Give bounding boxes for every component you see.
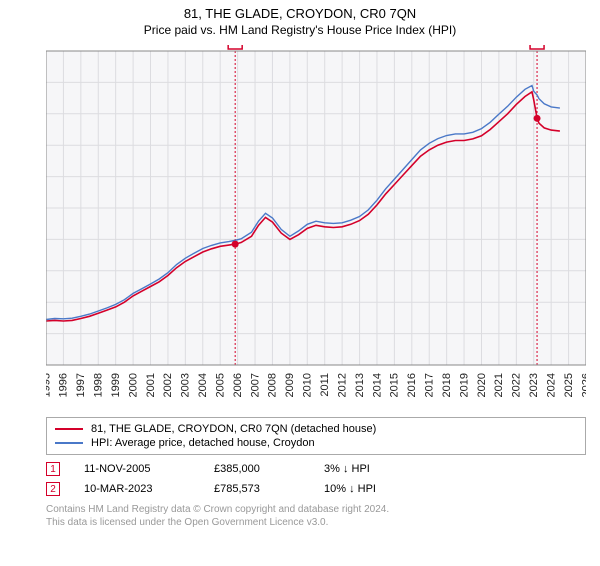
x-tick-label: 2024 [545,373,557,397]
line-chart: £0£100K£200K£300K£400K£500K£600K£700K£80… [46,45,586,415]
x-tick-label: 2017 [424,373,436,397]
x-tick-label: 2010 [302,373,314,397]
x-tick-label: 2018 [441,373,453,397]
sale-marker-icon: 2 [46,482,60,496]
legend-label: HPI: Average price, detached house, Croy… [91,437,315,449]
sale-marker-number: 1 [232,45,238,48]
sale-date: 10-MAR-2023 [84,483,214,495]
sale-diff: 3% ↓ HPI [324,463,444,475]
sale-diff: 10% ↓ HPI [324,483,444,495]
x-tick-label: 2019 [458,373,470,397]
sale-point [534,115,541,122]
x-tick-label: 2006 [232,373,244,397]
chart-title: 81, THE GLADE, CROYDON, CR0 7QN [0,6,600,21]
x-tick-label: 1996 [58,373,70,397]
legend: 81, THE GLADE, CROYDON, CR0 7QN (detache… [46,417,586,455]
x-tick-label: 2009 [284,373,296,397]
legend-label: 81, THE GLADE, CROYDON, CR0 7QN (detache… [91,423,376,435]
x-tick-label: 2023 [528,373,540,397]
x-tick-label: 2016 [406,373,418,397]
x-tick-label: 2021 [493,373,505,397]
x-tick-label: 2014 [371,373,383,397]
x-tick-label: 2020 [476,373,488,397]
chart-subtitle: Price paid vs. HM Land Registry's House … [0,23,600,37]
x-tick-label: 2007 [249,373,261,397]
x-tick-label: 2013 [354,373,366,397]
x-tick-label: 1998 [93,373,105,397]
sale-price: £785,573 [214,483,324,495]
x-tick-label: 2000 [127,373,139,397]
x-tick-label: 2015 [389,373,401,397]
chart-area: £0£100K£200K£300K£400K£500K£600K£700K£80… [46,45,586,415]
chart-container: 81, THE GLADE, CROYDON, CR0 7QN Price pa… [0,6,600,566]
x-tick-label: 2011 [319,373,331,397]
attribution-line: Contains HM Land Registry data © Crown c… [46,503,586,516]
x-tick-label: 2012 [336,373,348,397]
sale-row: 1 11-NOV-2005£385,0003% ↓ HPI [46,459,586,479]
sale-date: 11-NOV-2005 [84,463,214,475]
x-tick-label: 2004 [197,373,209,397]
x-tick-label: 2002 [162,373,174,397]
sale-marker-number: 2 [534,45,540,48]
sales-table: 1 11-NOV-2005£385,0003% ↓ HPI 2 10-MAR-2023… [46,459,586,499]
legend-swatch [55,428,83,430]
attribution-line: This data is licensed under the Open Gov… [46,516,586,529]
legend-item: 81, THE GLADE, CROYDON, CR0 7QN (detache… [55,422,577,436]
x-tick-label: 1999 [110,373,122,397]
legend-swatch [55,442,83,444]
sale-marker-icon: 1 [46,462,60,476]
legend-item: HPI: Average price, detached house, Croy… [55,436,577,450]
x-tick-label: 2022 [511,373,523,397]
sale-price: £385,000 [214,463,324,475]
x-tick-label: 2025 [563,373,575,397]
x-tick-label: 2026 [580,373,586,397]
x-tick-label: 1997 [75,373,87,397]
x-tick-label: 2001 [145,373,157,397]
sale-row: 2 10-MAR-2023£785,57310% ↓ HPI [46,479,586,499]
x-tick-label: 2005 [214,373,226,397]
x-tick-label: 2008 [267,373,279,397]
x-tick-label: 2003 [180,373,192,397]
attribution: Contains HM Land Registry data © Crown c… [46,503,586,529]
sale-point [232,241,239,248]
x-tick-label: 1995 [46,373,52,397]
